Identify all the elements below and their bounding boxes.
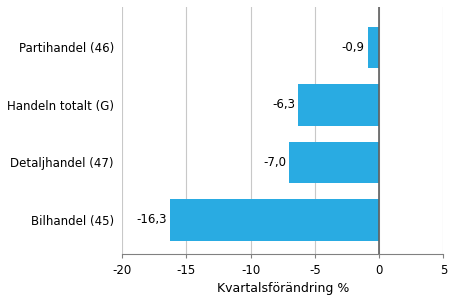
Text: -16,3: -16,3	[136, 214, 167, 226]
Text: -0,9: -0,9	[341, 41, 365, 54]
Bar	[289, 142, 379, 183]
X-axis label: Kvartalsförändring %: Kvartalsförändring %	[217, 282, 349, 295]
Bar	[170, 199, 379, 241]
Bar	[368, 27, 379, 68]
Text: -7,0: -7,0	[263, 156, 286, 169]
Bar	[298, 84, 379, 126]
Text: -6,3: -6,3	[272, 98, 295, 111]
